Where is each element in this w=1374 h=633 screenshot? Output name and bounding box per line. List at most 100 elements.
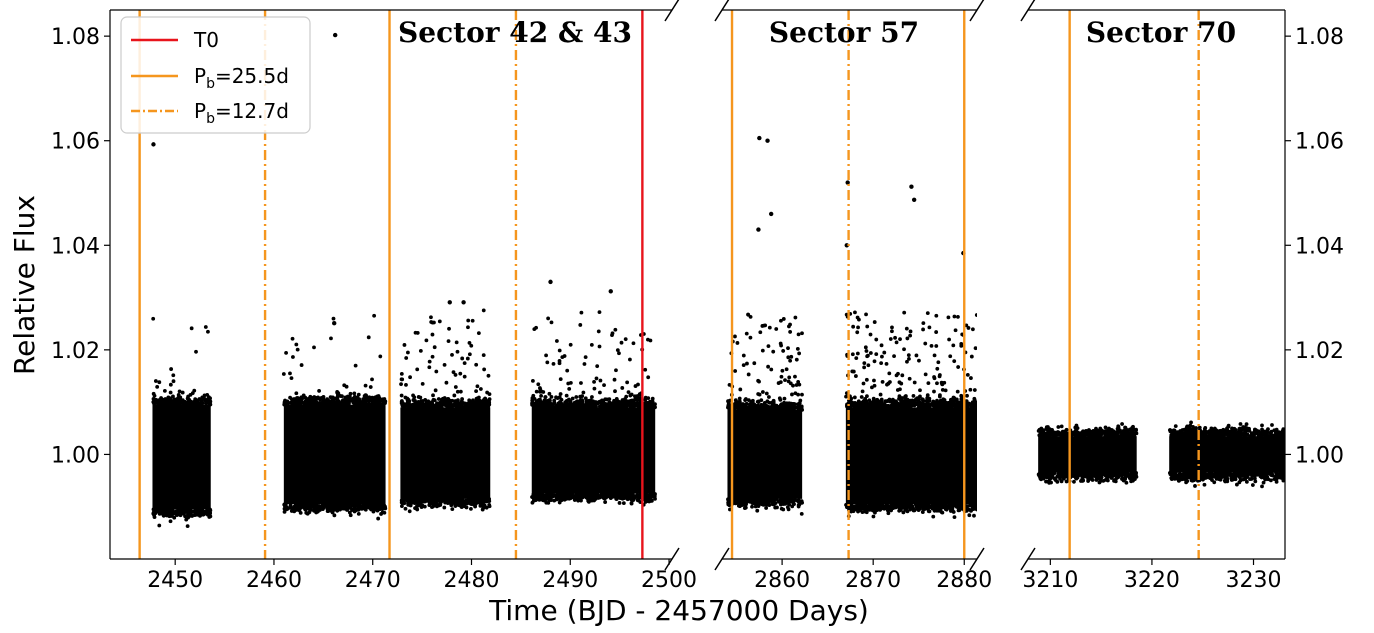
flux-point bbox=[558, 497, 562, 501]
flux-point bbox=[1121, 433, 1126, 438]
flux-point bbox=[880, 379, 885, 384]
flux-point bbox=[860, 502, 865, 507]
flux-point bbox=[908, 507, 913, 512]
flux-point bbox=[594, 404, 598, 409]
flux-point bbox=[401, 498, 405, 503]
flux-point bbox=[335, 502, 340, 507]
flux-point bbox=[477, 395, 481, 400]
flux-point bbox=[750, 504, 754, 509]
flux-point bbox=[531, 393, 536, 398]
flux-point bbox=[564, 393, 569, 398]
flux-point bbox=[756, 500, 760, 505]
flux-point bbox=[968, 387, 973, 392]
flux-point bbox=[290, 336, 295, 341]
flux-point bbox=[562, 404, 567, 409]
flux-point bbox=[549, 394, 554, 399]
flux-point bbox=[748, 335, 753, 340]
flux-point bbox=[555, 491, 560, 496]
panel-sector-57-data bbox=[726, 10, 977, 559]
flux-point bbox=[855, 351, 860, 356]
flux-point bbox=[433, 498, 438, 503]
flux-point bbox=[554, 339, 559, 343]
flux-point bbox=[594, 376, 599, 381]
flux-point bbox=[917, 403, 922, 408]
flux-point bbox=[558, 377, 563, 382]
flux-point bbox=[632, 495, 637, 500]
flux-point bbox=[598, 390, 602, 395]
flux-point bbox=[457, 497, 462, 502]
flux-point bbox=[903, 399, 908, 404]
flux-point bbox=[852, 395, 857, 400]
flux-point bbox=[1073, 473, 1078, 477]
flux-point bbox=[564, 399, 569, 404]
flux-point bbox=[770, 502, 775, 507]
flux-point bbox=[580, 398, 584, 402]
flux-point bbox=[740, 501, 745, 506]
flux-point bbox=[922, 502, 927, 507]
flux-point bbox=[782, 396, 787, 401]
flux-point bbox=[168, 402, 172, 407]
flux-point bbox=[922, 404, 927, 408]
flux-point bbox=[797, 502, 802, 507]
flux-point bbox=[737, 500, 741, 504]
flux-point bbox=[855, 508, 860, 513]
flux-point bbox=[909, 504, 914, 509]
flux-point bbox=[773, 505, 778, 510]
flux-point bbox=[1124, 480, 1129, 485]
flux-point bbox=[629, 497, 634, 502]
flux-point bbox=[904, 402, 909, 407]
flux-point bbox=[462, 374, 467, 379]
flux-point bbox=[1130, 426, 1134, 430]
flux-point bbox=[874, 352, 879, 357]
flux-point bbox=[923, 341, 928, 346]
flux-point bbox=[1037, 427, 1042, 432]
flux-point bbox=[353, 398, 357, 403]
flux-point bbox=[770, 405, 775, 410]
flux-point bbox=[614, 368, 618, 373]
flux-point bbox=[972, 388, 977, 392]
flux-point bbox=[1130, 431, 1135, 436]
flux-point bbox=[205, 400, 209, 405]
flux-point bbox=[623, 397, 627, 401]
flux-point bbox=[617, 501, 622, 505]
flux-point bbox=[1103, 471, 1108, 476]
panel-sector-70-data bbox=[1036, 10, 1285, 559]
flux-point bbox=[633, 396, 638, 401]
flux-point bbox=[452, 393, 457, 398]
flux-point bbox=[765, 399, 770, 404]
flux-point bbox=[1112, 478, 1116, 483]
flux-point bbox=[408, 375, 412, 380]
flux-point bbox=[566, 381, 571, 386]
flux-point bbox=[753, 504, 758, 509]
flux-point bbox=[1130, 476, 1135, 481]
flux-point bbox=[578, 323, 583, 327]
flux-point bbox=[596, 329, 601, 334]
flux-point bbox=[1193, 484, 1197, 488]
flux-point bbox=[304, 401, 309, 406]
flux-point bbox=[353, 363, 358, 368]
flux-point bbox=[282, 502, 287, 507]
flux-point bbox=[766, 497, 770, 502]
flux-point bbox=[1124, 431, 1129, 436]
flux-point bbox=[453, 504, 458, 508]
flux-point bbox=[751, 403, 756, 408]
flux-point bbox=[942, 398, 947, 402]
flux-point bbox=[434, 403, 439, 408]
flux-point bbox=[953, 328, 958, 333]
flux-point bbox=[864, 377, 869, 382]
flux-point bbox=[171, 402, 176, 407]
flux-point bbox=[764, 391, 769, 396]
flux-point bbox=[786, 507, 791, 512]
flux-point bbox=[913, 502, 918, 507]
flux-point bbox=[427, 365, 432, 370]
flux-point bbox=[194, 349, 198, 354]
flux-point bbox=[870, 385, 874, 390]
flux-point bbox=[546, 500, 551, 505]
flux-point bbox=[745, 361, 749, 366]
flux-band bbox=[1038, 436, 1137, 473]
flux-point bbox=[629, 501, 634, 505]
flux-point bbox=[851, 504, 856, 509]
outlier-point bbox=[548, 279, 553, 285]
flux-point bbox=[467, 352, 472, 357]
flux-point bbox=[647, 499, 652, 504]
